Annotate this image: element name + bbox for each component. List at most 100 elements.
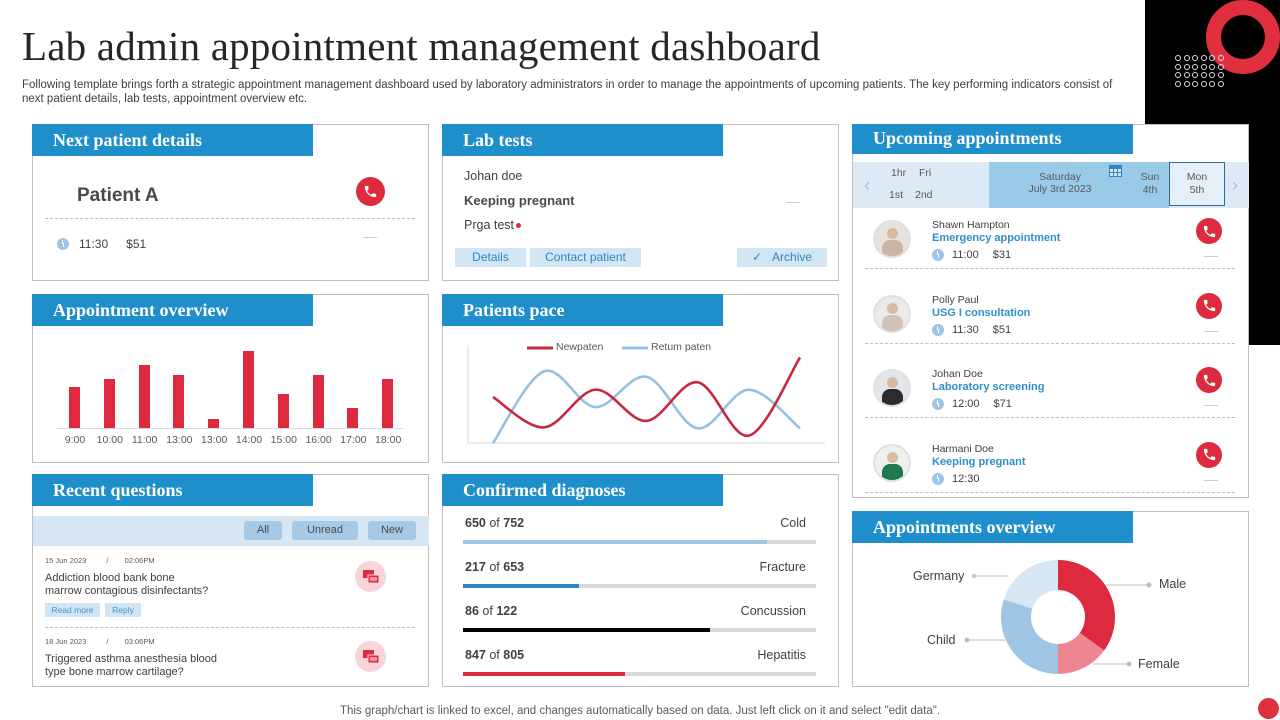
- read-more-button[interactable]: Read more: [45, 603, 100, 617]
- cal-cell-1st[interactable]: 1st: [889, 189, 904, 201]
- line-chart: [467, 345, 825, 444]
- panel-title: Patients pace: [442, 294, 723, 326]
- donut-slice: [1003, 560, 1058, 609]
- prev-arrow-icon[interactable]: ‹: [864, 175, 870, 195]
- appointment-item[interactable]: Polly Paul USG I consultation 11:30 $51: [853, 292, 1249, 367]
- date-picker: ‹ 1hr Fri 1st 2nd Saturday July 3rd 2023…: [853, 162, 1249, 208]
- page-title: Lab admin appointment management dashboa…: [22, 23, 821, 69]
- decorative-dot-grid: [1175, 55, 1226, 87]
- chat-icon[interactable]: [355, 561, 386, 592]
- page-subtitle: Following template brings forth a strate…: [22, 79, 1113, 105]
- tab-all[interactable]: All: [244, 521, 282, 540]
- bar: [312, 375, 324, 428]
- patient-name: Johan doe: [464, 169, 523, 183]
- tab-new[interactable]: New: [368, 521, 416, 540]
- appointment-overview-panel: Appointment overview 9:00 10:00 11:00 13:00…: [32, 294, 429, 463]
- progress-bar: [463, 672, 816, 676]
- filter-bar: All Unread New: [33, 516, 429, 546]
- x-axis: [57, 428, 403, 429]
- appointment-item[interactable]: Harmani Doe Keeping pregnant 12:30: [853, 441, 1249, 516]
- donut-chart: [964, 560, 1152, 674]
- bar: [277, 394, 289, 428]
- selected-date[interactable]: Saturday July 3rd 2023 Sun 4th: [989, 162, 1169, 208]
- amount: $51: [126, 237, 147, 251]
- upcoming-appointments-panel: Upcoming appointments ‹ 1hr Fri 1st 2nd …: [852, 124, 1249, 498]
- diagnosis-count: 847 of 805: [465, 648, 525, 662]
- test-type-row: Prga test: [464, 218, 522, 232]
- checkmark-icon: ✓: [751, 250, 763, 264]
- contact-patient-button[interactable]: Contact patient: [530, 248, 641, 267]
- bar: [69, 387, 80, 428]
- patient-name: Johan Doe: [932, 368, 983, 380]
- donut-slice: [1058, 632, 1105, 674]
- calendar-icon[interactable]: [1109, 165, 1122, 177]
- next-patient-panel: Next patient details Patient A 11:30 $51: [32, 124, 429, 281]
- donut-slice: [1001, 599, 1058, 674]
- phone-icon[interactable]: [1196, 441, 1222, 468]
- appointment-meta: 11:00 $31: [932, 249, 1011, 261]
- avatar: [873, 369, 911, 407]
- donut-slice: [1058, 560, 1115, 651]
- appointment-type: Emergency appointment: [932, 232, 1061, 244]
- diagnosis-count: 217 of 653: [465, 560, 525, 574]
- panel-title: Upcoming appointments: [852, 124, 1133, 154]
- phone-icon[interactable]: [1196, 292, 1222, 319]
- divider: [865, 342, 1235, 344]
- cal-cell-sun[interactable]: Sun 4th: [1140, 171, 1160, 196]
- appointment-meta: 11:30 $51: [57, 237, 146, 251]
- x-tick-label: 16:00: [305, 434, 332, 446]
- phone-icon[interactable]: [1196, 367, 1222, 393]
- cal-cell-mon[interactable]: Mon 5th: [1169, 162, 1225, 206]
- bar: [208, 418, 220, 428]
- cal-cell-2nd[interactable]: 2nd: [915, 189, 933, 201]
- recent-questions-panel: Recent questions All Unread New 15 Jun 2…: [32, 474, 429, 687]
- panel-title: Appointments overview: [852, 511, 1133, 543]
- phone-icon[interactable]: [1196, 218, 1222, 244]
- test-name: Keeping pregnant: [464, 193, 575, 208]
- cal-cell-fri[interactable]: Fri: [919, 167, 932, 179]
- footnote: This graph/chart is linked to excel, and…: [339, 705, 941, 717]
- progress-bar: [463, 584, 816, 588]
- next-arrow-icon[interactable]: ›: [1232, 175, 1238, 195]
- question-datetime: 15 Jun 2023 / 02:06PM: [45, 556, 155, 565]
- placeholder-dash: [1204, 405, 1218, 406]
- appointment-item[interactable]: Johan Doe Laboratory screening 12:00 $71: [853, 367, 1249, 441]
- diagnosis-count: 650 of 752: [465, 516, 525, 530]
- x-tick-label: 14:00: [235, 434, 263, 446]
- reply-button[interactable]: Reply: [105, 603, 141, 617]
- x-tick-label: 15:00: [270, 434, 297, 446]
- details-button[interactable]: Details: [455, 248, 526, 267]
- patient-name: Patient A: [77, 185, 159, 206]
- series-line: [491, 369, 801, 444]
- x-tick-label: 13:00: [166, 434, 193, 446]
- patients-pace-panel: Patients pace Newpaten Retum paten: [442, 294, 839, 463]
- bar: [138, 364, 150, 428]
- patient-name: Harmani Doe: [932, 442, 994, 455]
- appointment-item[interactable]: Shawn Hampton Emergency appointment 11:0…: [853, 218, 1249, 292]
- bar: [243, 350, 254, 428]
- bar-chart: 9:00 10:00 11:00 13:00 13:00 14:00 15:00 16:00 1…: [33, 295, 430, 464]
- phone-icon[interactable]: [356, 177, 385, 206]
- appointment-meta: 12:30: [932, 472, 994, 485]
- archive-button[interactable]: ✓ Archive: [737, 248, 827, 267]
- chat-icon[interactable]: [355, 641, 386, 672]
- x-tick-label: 10:00: [96, 434, 123, 446]
- patient-name: Shawn Hampton: [932, 219, 1010, 231]
- divider: [865, 491, 1235, 493]
- confirmed-diagnoses-panel: Confirmed diagnoses 650 of 752 Cold 217 …: [442, 474, 839, 687]
- avatar: [873, 443, 911, 482]
- diagnosis-label: Cold: [780, 516, 806, 530]
- bar: [382, 378, 394, 428]
- progress-bar: [463, 540, 816, 544]
- tab-unread[interactable]: Unread: [292, 521, 358, 540]
- placeholder-dash: [1204, 256, 1218, 257]
- clock-icon: [57, 238, 69, 250]
- legend-new: Newpaten: [556, 341, 604, 353]
- divider: [45, 627, 415, 628]
- question-text: Addiction blood bank bone marrow contagi…: [45, 572, 209, 597]
- divider: [865, 268, 1235, 269]
- cal-cell-1hr[interactable]: 1hr: [891, 167, 907, 179]
- time: 11:30: [79, 237, 109, 251]
- lab-tests-panel: Lab tests Johan doe Keeping pregnant Prg…: [442, 124, 839, 281]
- panel-title: Recent questions: [32, 474, 313, 506]
